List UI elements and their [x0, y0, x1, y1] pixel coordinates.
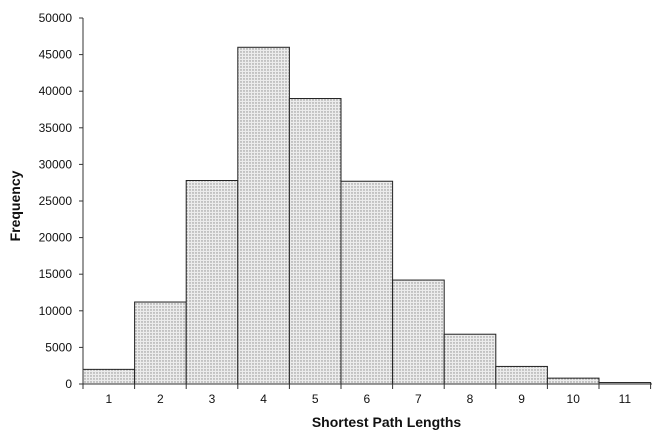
y-tick-label: 30000: [39, 157, 73, 171]
y-tick-label: 20000: [39, 231, 73, 245]
x-tick-label: 9: [518, 392, 525, 406]
y-tick-label: 0: [65, 377, 72, 391]
x-tick-label: 8: [467, 392, 474, 406]
x-tick-label: 11: [619, 392, 632, 406]
x-tick-label: 6: [363, 392, 370, 406]
bar-10: [546, 377, 600, 385]
x-tick-label: 3: [209, 392, 216, 406]
bar-9: [495, 365, 548, 385]
bars-layer: [82, 46, 652, 385]
y-tick-label: 25000: [39, 194, 73, 208]
y-axis-title: Frequency: [7, 170, 23, 241]
y-tick-label: 40000: [39, 84, 73, 98]
y-tick-label: 45000: [39, 48, 73, 62]
bar-6: [340, 180, 394, 385]
bar-8: [443, 333, 497, 385]
bar-1: [82, 368, 136, 385]
x-axis-ticks: 1 2 3 4 5 6 7 8 9 10 11: [82, 384, 652, 406]
x-tick-label: 1: [105, 392, 112, 406]
x-tick-label: 10: [567, 392, 581, 406]
bar-7: [392, 279, 445, 385]
bar-4: [237, 46, 290, 385]
x-axis-title: Shortest Path Lengths: [312, 414, 462, 430]
y-tick-label: 10000: [39, 304, 73, 318]
y-tick-label: 5000: [45, 340, 72, 354]
x-tick-label: 4: [260, 392, 267, 406]
y-tick-label: 15000: [39, 267, 73, 281]
y-axis-ticks: 0 5000 10000 15000 20000 25000 30000 35000 40000…: [39, 11, 83, 391]
y-tick-label: 35000: [39, 121, 73, 135]
bar-2: [134, 301, 187, 385]
x-tick-label: 5: [312, 392, 319, 406]
x-tick-label: 7: [415, 392, 422, 406]
x-tick-label: 2: [157, 392, 164, 406]
bar-5: [288, 98, 342, 385]
y-tick-label: 50000: [39, 11, 73, 25]
bar-3: [185, 180, 239, 385]
